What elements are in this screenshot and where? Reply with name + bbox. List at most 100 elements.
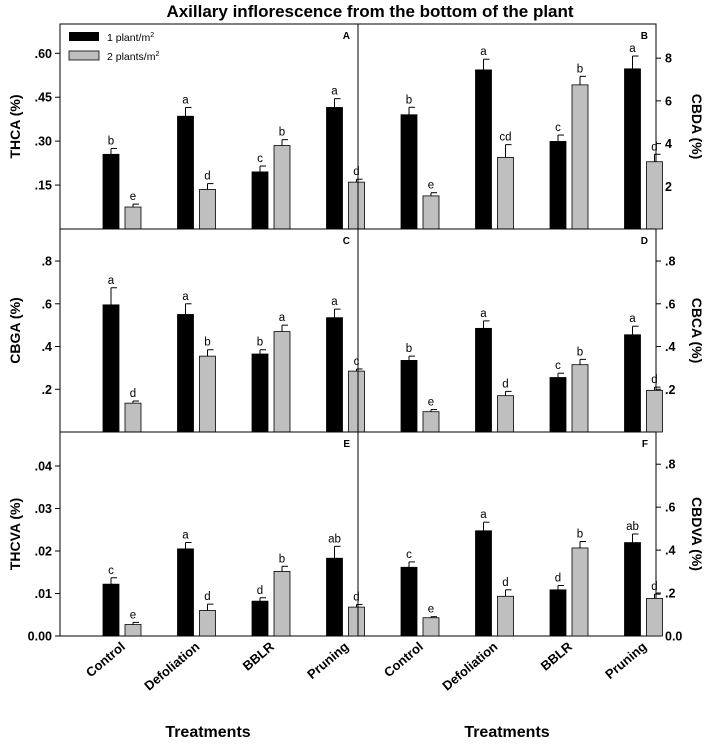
panel-D: D .2 .4 .6 .8 CBCA (%) b e a d c b a d — [357, 228, 705, 433]
x-axis-labels: Control Defoliation BBLR Pruning Control Defo… — [83, 638, 650, 693]
significance-letter: b — [204, 337, 210, 349]
significance-letter: d — [204, 171, 210, 183]
bar-2-plants — [571, 84, 589, 230]
bar-2-plants — [348, 181, 365, 230]
y-axis-title: THCA (%) — [7, 94, 23, 158]
bar-1-plant — [251, 600, 269, 637]
y-tick-label: 8 — [665, 52, 672, 66]
significance-letter: b — [108, 135, 114, 147]
significance-letter: e — [428, 397, 434, 409]
bar-1-plant — [624, 68, 641, 230]
x-tick-label: Defoliation — [439, 639, 500, 694]
y-tick-label: .2 — [665, 587, 675, 601]
significance-letter: a — [331, 86, 338, 98]
significance-letter: a — [331, 296, 338, 308]
y-tick-label: 6 — [665, 94, 672, 108]
bar-1-plant — [400, 566, 418, 637]
significance-letter: e — [428, 604, 434, 616]
panel-label: F — [642, 439, 648, 450]
bar-2-plants — [199, 355, 216, 433]
y-tick-label: .4 — [42, 340, 52, 354]
bar-1-plant — [177, 115, 194, 230]
panel-B: B 2 4 6 8 CBDA (%) b e a cd c b a d — [357, 23, 705, 230]
significance-letter: d — [353, 166, 359, 178]
significance-letter: b — [577, 63, 583, 75]
significance-letter: e — [428, 180, 434, 192]
y-tick-label: 2 — [665, 180, 672, 194]
y-tick-label: .4 — [665, 340, 675, 354]
significance-letter: c — [257, 153, 263, 165]
bar-2-plants — [646, 389, 663, 433]
bar-2-plants — [497, 395, 514, 433]
y-tick-label: .2 — [42, 383, 52, 397]
significance-letter: e — [130, 191, 136, 203]
bar-1-plant — [102, 153, 120, 230]
y-tick-label: 4 — [665, 137, 672, 151]
bar-2-plants — [422, 617, 440, 637]
y-axis-title: CBDVA (%) — [689, 497, 705, 571]
significance-letter: ab — [626, 521, 639, 533]
y-tick-label: .15 — [35, 179, 52, 193]
significance-letter: d — [204, 591, 210, 603]
legend-label-1-plant: 1 plant/m2 — [107, 32, 154, 44]
y-tick-label: .45 — [35, 91, 52, 105]
bar-2-plants — [348, 370, 365, 433]
significance-letter: ab — [328, 533, 341, 545]
y-tick-label: .6 — [665, 297, 675, 311]
significance-letter: b — [279, 127, 285, 139]
significance-letter: a — [279, 312, 286, 324]
significance-letter: a — [629, 43, 636, 55]
bar-2-plants — [273, 331, 291, 433]
bar-2-plants — [273, 571, 291, 637]
bar-1-plant — [475, 530, 492, 637]
bar-2-plants — [348, 606, 365, 637]
x-tick-label: Pruning — [304, 639, 351, 682]
x-tick-label: BBLR — [240, 638, 278, 673]
y-axis-title: CBDA (%) — [689, 94, 705, 160]
significance-letter: a — [108, 275, 115, 287]
significance-letter: d — [651, 141, 657, 153]
y-axis-title: CBCA (%) — [689, 298, 705, 364]
significance-letter: a — [629, 313, 636, 325]
bar-1-plant — [251, 171, 269, 230]
panel-F: F 0.0 .2 .4 .6 .8 CBDVA (%) c e a d d b ab d — [357, 431, 705, 644]
significance-letter: d — [257, 585, 263, 597]
bar-1-plant — [326, 107, 343, 230]
significance-letter: c — [108, 565, 114, 577]
legend: 1 plant/m2 2 plants/m2 — [68, 32, 159, 63]
bar-2-plants — [497, 157, 514, 230]
significance-letter: a — [182, 530, 189, 542]
y-axis-title: CBGA (%) — [7, 297, 23, 363]
significance-letter: d — [651, 374, 657, 386]
bar-1-plant — [251, 353, 269, 433]
panel-A: A .15 .30 .45 .60 THCA (%) b e a d c b a d — [7, 23, 365, 230]
significance-letter: a — [182, 94, 189, 106]
significance-letter: c — [555, 122, 561, 134]
panel-label: A — [343, 31, 350, 42]
bar-1-plant — [177, 314, 194, 433]
y-tick-label: .02 — [35, 545, 52, 559]
significance-letter: b — [406, 94, 412, 106]
significance-letter: c — [354, 356, 360, 368]
significance-letter: a — [182, 291, 189, 303]
y-tick-label: .6 — [42, 297, 52, 311]
x-tick-label: Control — [381, 639, 426, 680]
x-tick-label: Defoliation — [141, 639, 202, 694]
bar-2-plants — [422, 195, 440, 230]
bar-1-plant — [549, 377, 567, 433]
panel-label: C — [343, 236, 350, 247]
significance-letter: a — [480, 509, 487, 521]
y-tick-label: .04 — [35, 460, 52, 474]
significance-letter: d — [651, 581, 657, 593]
legend-swatch-2-plants — [68, 50, 100, 61]
y-axis-title: THCVA (%) — [7, 498, 23, 570]
y-tick-label: .2 — [665, 383, 675, 397]
y-tick-label: .8 — [665, 255, 675, 269]
significance-letter: d — [555, 573, 561, 585]
panel-label: B — [641, 31, 648, 42]
bar-2-plants — [571, 364, 589, 433]
y-tick-label: .01 — [35, 587, 52, 601]
bar-1-plant — [326, 557, 343, 637]
significance-letter: c — [555, 360, 561, 372]
